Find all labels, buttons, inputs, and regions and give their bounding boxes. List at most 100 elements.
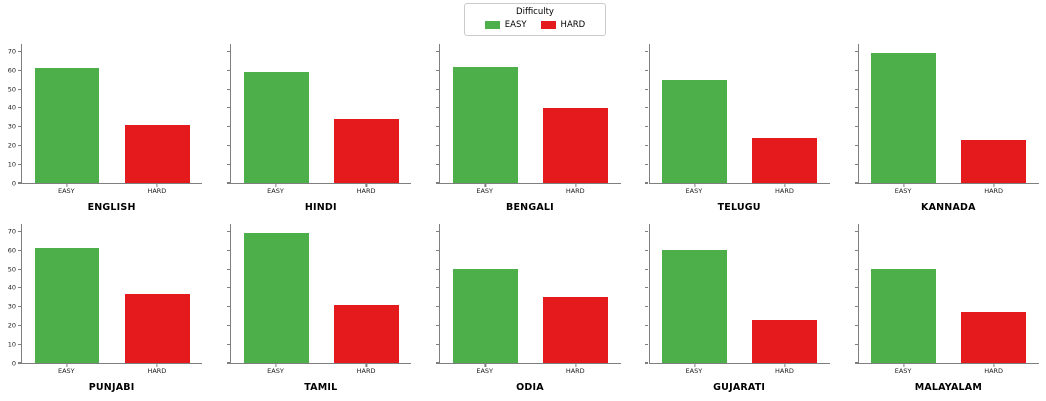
y-axis-tick-label: 20 xyxy=(7,321,16,330)
x-axis-tick xyxy=(784,364,786,368)
x-tick-labels: EASY HARD xyxy=(21,187,202,195)
bar-slot-hard xyxy=(112,44,202,183)
bar-slot-easy xyxy=(440,44,530,183)
y-axis-tick xyxy=(17,144,21,147)
y-axis-tick xyxy=(854,182,858,184)
y-axis-tick xyxy=(227,50,230,53)
y-axis-tick xyxy=(436,249,440,251)
x-tick-label-easy: EASY xyxy=(267,367,284,375)
x-tick-label-hard: HARD xyxy=(356,367,376,375)
bar-slot-hard xyxy=(530,224,620,363)
bar-hard xyxy=(333,304,399,363)
plot-axes xyxy=(854,224,1039,368)
facet-title: MALAYALAM xyxy=(914,382,982,393)
y-axis-tick xyxy=(227,324,230,327)
y-axis-tick xyxy=(17,69,21,71)
x-tick-label-hard: HARD xyxy=(775,367,794,375)
legend-item-hard: HARD xyxy=(540,20,585,30)
x-axis-tick xyxy=(694,364,696,368)
x-tick-label-easy: EASY xyxy=(57,187,75,195)
legend-items: EASY HARD xyxy=(475,20,595,30)
y-axis-tick xyxy=(17,126,21,128)
y-axis-tick xyxy=(227,88,230,90)
plot-axes: 0 10 20 30 40 50 60 70 xyxy=(8,44,203,188)
x-tick-label-easy: EASY xyxy=(476,187,493,195)
y-axis-tick xyxy=(645,69,649,71)
bar-easy xyxy=(871,53,937,183)
x-tick-label-hard: HARD xyxy=(984,187,1004,195)
y-axis-tick xyxy=(17,163,21,165)
x-tick-labels: EASY HARD xyxy=(21,367,202,375)
x-axis-tick xyxy=(484,184,487,188)
bar-easy xyxy=(243,233,309,363)
x-tick-label-hard: HARD xyxy=(147,367,167,375)
y-axis-tick xyxy=(854,249,858,251)
facet-chart-telugu: EASY HARD TELUGU xyxy=(628,44,837,213)
bar-easy xyxy=(34,248,100,363)
x-axis-tick xyxy=(694,184,696,188)
charts-row-1: 0 10 20 30 40 50 60 70 EASY HARD ENGLISH EASY HARD HI… xyxy=(0,44,1046,213)
y-axis-tick xyxy=(645,88,649,90)
y-axis-tick xyxy=(854,306,858,308)
x-axis-tick xyxy=(574,364,577,368)
bars-group xyxy=(440,224,620,363)
x-axis-tick xyxy=(365,364,367,368)
x-tick-labels: EASY HARD xyxy=(858,187,1039,195)
bar-slot-easy xyxy=(440,224,530,363)
facet-chart-punjabi: 0 10 20 30 40 50 60 70 EASY HARD PUNJABI xyxy=(0,224,209,393)
y-axis-tick xyxy=(854,287,858,289)
y-axis-tick-label: 50 xyxy=(7,84,16,93)
y-axis-tick xyxy=(227,107,230,109)
y-axis-tick xyxy=(645,306,649,308)
easy-color-swatch xyxy=(484,21,500,29)
bar-slot-easy xyxy=(859,44,949,183)
y-axis-tick xyxy=(854,268,858,270)
x-tick-labels: EASY HARD xyxy=(649,367,830,375)
y-axis-tick xyxy=(17,287,21,289)
bar-slot-easy xyxy=(859,224,949,363)
bars-group xyxy=(650,224,830,363)
plot-axes xyxy=(645,44,830,188)
bar-slot-easy xyxy=(650,44,740,183)
y-axis-tick xyxy=(645,268,649,270)
y-axis-tick xyxy=(436,287,440,289)
x-tick-label-easy: EASY xyxy=(476,367,493,375)
legend-item-easy: EASY xyxy=(484,20,527,30)
x-axis-tick xyxy=(66,184,68,188)
x-tick-label-easy: EASY xyxy=(57,367,75,375)
bar-slot-hard xyxy=(321,224,411,363)
y-axis-tick xyxy=(436,306,440,308)
y-axis-tick xyxy=(854,69,858,71)
y-axis-tick xyxy=(854,362,858,364)
bar-slot-easy xyxy=(22,44,112,183)
y-axis-tick-label: 20 xyxy=(7,141,16,150)
x-tick-labels: EASY HARD xyxy=(439,187,620,195)
bar-hard xyxy=(124,124,190,183)
y-axis-tick xyxy=(227,230,230,233)
charts-row-2: 0 10 20 30 40 50 60 70 EASY HARD PUNJABI EASY HARD TA… xyxy=(0,224,1046,393)
y-axis-tick xyxy=(854,107,858,109)
x-axis-tick xyxy=(903,364,905,368)
y-axis-tick xyxy=(227,249,230,251)
y-axis-tick xyxy=(854,126,858,128)
y-axis-tick xyxy=(645,163,649,165)
bars-group xyxy=(859,224,1039,363)
bar-easy xyxy=(662,79,728,183)
y-axis-tick xyxy=(645,324,649,327)
facet-title: KANNADA xyxy=(921,202,976,213)
x-axis-tick xyxy=(66,364,68,368)
bar-hard xyxy=(752,137,818,183)
y-axis-tick xyxy=(17,249,21,251)
y-axis-tick xyxy=(854,163,858,165)
y-axis-tick xyxy=(436,107,440,109)
y-axis-tick xyxy=(436,182,440,184)
facet-title: TAMIL xyxy=(304,382,338,393)
y-axis-tick xyxy=(227,287,230,289)
x-tick-label-easy: EASY xyxy=(894,367,912,375)
y-axis-tick xyxy=(436,268,440,270)
y-axis-tick xyxy=(227,343,230,345)
y-axis-tick xyxy=(645,107,649,109)
y-axis-tick xyxy=(436,69,440,71)
y-axis-tick xyxy=(227,362,230,364)
